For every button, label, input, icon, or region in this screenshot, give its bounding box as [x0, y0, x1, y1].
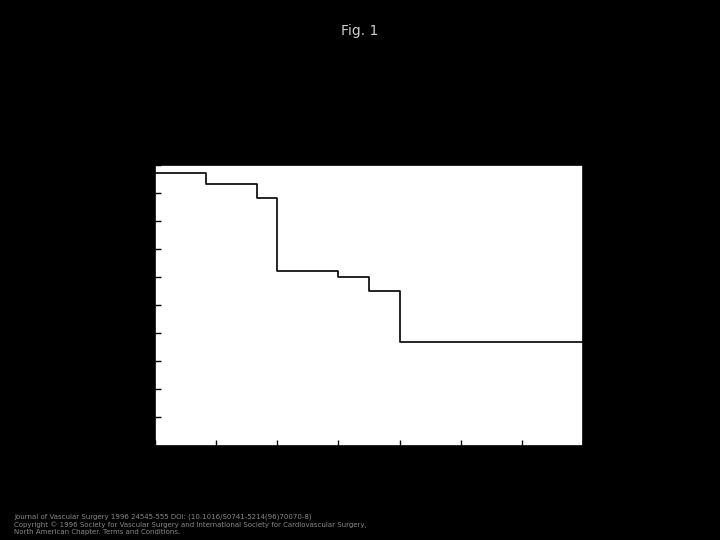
X-axis label: Months: Months [340, 469, 398, 483]
Text: Journal of Vascular Surgery 1996 24545-555 DOI: (10.1016/S0741-5214(96)70070-8)
: Journal of Vascular Surgery 1996 24545-5… [14, 514, 367, 535]
Y-axis label: Cumulative Percent: Cumulative Percent [114, 247, 127, 363]
Text: Fig. 1: Fig. 1 [341, 24, 379, 38]
